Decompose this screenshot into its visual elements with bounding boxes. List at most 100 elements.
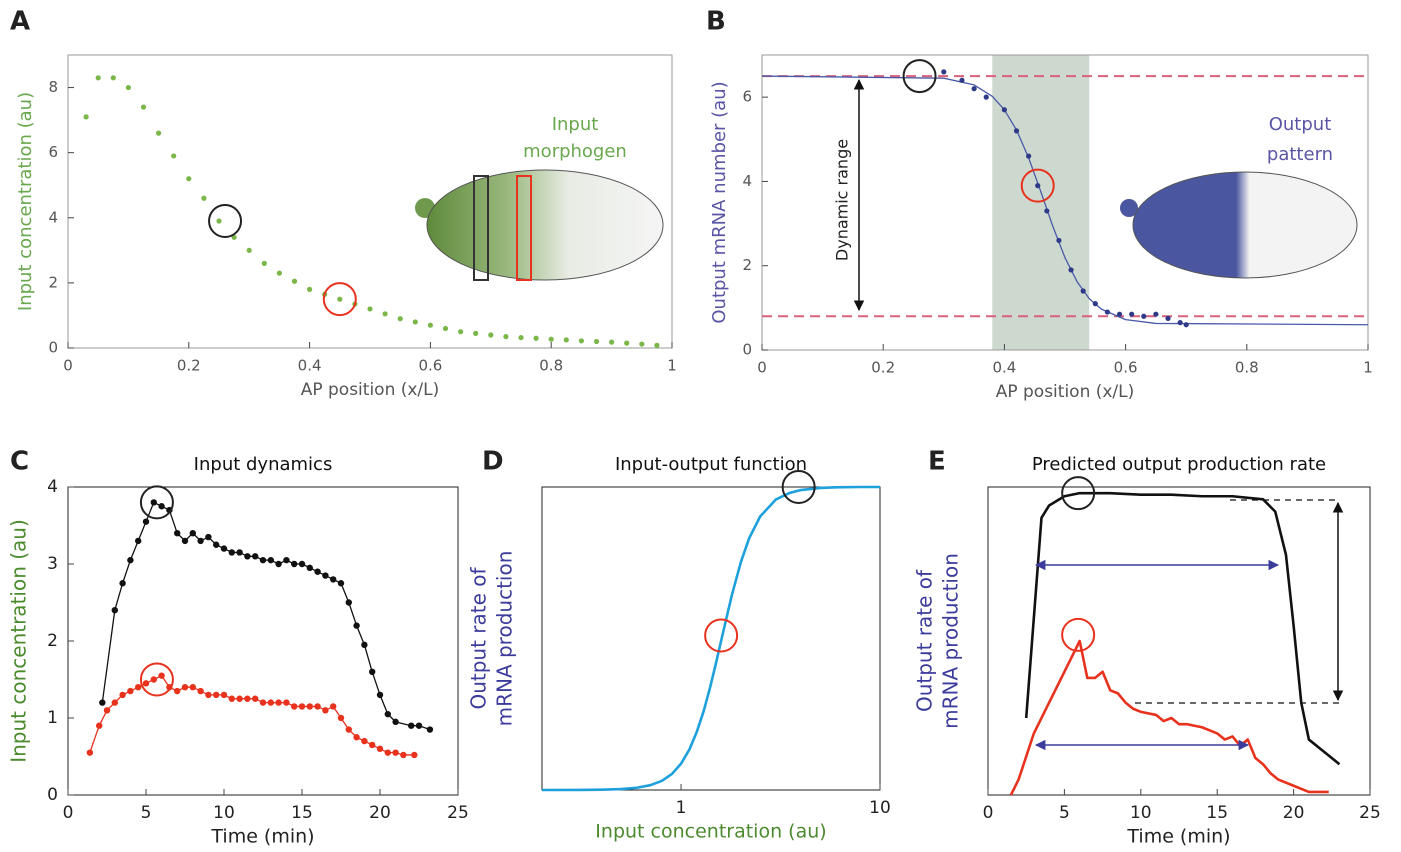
data-point [1092, 301, 1098, 307]
panel-label: B [706, 7, 726, 37]
data-point [1080, 288, 1086, 294]
y-tick-label: 1 [47, 708, 58, 728]
data-point [127, 687, 134, 695]
data-point [563, 337, 569, 343]
data-point [426, 726, 434, 733]
data-point [276, 270, 282, 276]
data-point [1183, 322, 1189, 328]
data-point [142, 518, 150, 525]
data-point [252, 553, 259, 560]
data-point [228, 549, 235, 556]
data-point [306, 564, 313, 572]
data-point [111, 607, 119, 614]
data-point [244, 695, 251, 702]
data-point [1001, 107, 1008, 113]
data-point [609, 339, 615, 345]
data-point [189, 530, 196, 537]
data-point [291, 703, 298, 710]
data-point [283, 556, 290, 564]
arrow-label: Dynamic range [833, 139, 852, 261]
x-tick-label: 5 [1059, 803, 1070, 823]
data-point [306, 703, 313, 710]
data-point [1026, 153, 1032, 159]
data-point [189, 684, 196, 691]
x-axis-label: Input concentration (au) [595, 821, 826, 843]
data-point [415, 722, 423, 729]
data-point [174, 530, 181, 537]
y-axis-label: mRNA production [493, 551, 517, 727]
data-point [322, 707, 329, 714]
data-point [1056, 237, 1062, 244]
x-tick-label: 15 [291, 803, 313, 823]
data-point [337, 580, 345, 587]
data-point [337, 296, 343, 302]
x-tick-label: 15 [1206, 803, 1228, 823]
data-point [213, 541, 220, 548]
y-tick-label: 2 [47, 631, 58, 651]
y-axis-label: Output mRNA number (au) [709, 81, 730, 323]
data-point [1177, 320, 1183, 326]
data-point [181, 537, 189, 545]
panel: C 0 5 10 15 20 25 0 1 2 3 4 Input dynamics Time (min)… [7, 447, 469, 848]
data-point [369, 741, 376, 749]
data-point [156, 130, 162, 136]
data-point [220, 545, 228, 552]
data-point [1044, 208, 1050, 214]
highlight-circle [208, 204, 243, 239]
y-tick-label: 8 [48, 78, 58, 96]
annotation: Output [1269, 114, 1332, 135]
y-axis-label: Output rate of [467, 566, 491, 709]
data-point [140, 104, 147, 110]
highlight-circle [902, 59, 937, 94]
y-tick-label: 4 [47, 477, 58, 497]
data-point [384, 749, 391, 756]
y-tick-label: 6 [742, 88, 752, 106]
data-point [1068, 267, 1074, 273]
x-axis-label: Time (min) [1126, 826, 1230, 848]
data-point [111, 699, 119, 706]
panel: D 1 10 Input-output function Input concentra… [467, 447, 891, 843]
x-tick-label: 0.4 [298, 357, 322, 375]
x-tick-label: 0 [983, 803, 994, 823]
data-point [376, 691, 384, 699]
x-tick-label: 10 [869, 798, 891, 818]
x-tick-label: 0.2 [871, 359, 895, 377]
data-point [353, 622, 360, 629]
data-point [291, 278, 298, 284]
data-point [458, 329, 464, 335]
data-point [142, 680, 150, 687]
highlight-circle [781, 470, 816, 504]
x-tick-label: 25 [1359, 803, 1381, 823]
panel-label: D [482, 447, 504, 477]
data-point [408, 722, 415, 729]
y-axis-label: Output rate of [913, 569, 937, 712]
data-point [86, 749, 94, 756]
data-point [959, 77, 965, 83]
x-tick-label: 10 [213, 803, 235, 823]
data-point [259, 699, 267, 706]
data-point [400, 751, 407, 759]
data-point [197, 537, 204, 545]
axes-box [541, 486, 881, 791]
data-point [275, 560, 282, 568]
y-axis-label: mRNA production [939, 553, 963, 729]
data-point [397, 316, 403, 322]
data-point [322, 572, 329, 579]
y-tick-label: 0 [48, 339, 58, 357]
data-point [213, 691, 220, 699]
data-point [345, 599, 352, 606]
data-point [624, 340, 630, 346]
x-tick-label: 1 [667, 357, 677, 375]
data-point [369, 668, 376, 675]
data-point [314, 568, 321, 575]
highlight-circle [1020, 168, 1055, 203]
highlight-circle [704, 618, 739, 653]
data-point [654, 342, 660, 348]
data-point [135, 684, 142, 691]
annotation: morphogen [523, 141, 627, 162]
x-tick-label: 1 [1363, 359, 1373, 377]
data-point [174, 687, 181, 695]
data-point [983, 94, 989, 100]
data-point [83, 114, 89, 120]
